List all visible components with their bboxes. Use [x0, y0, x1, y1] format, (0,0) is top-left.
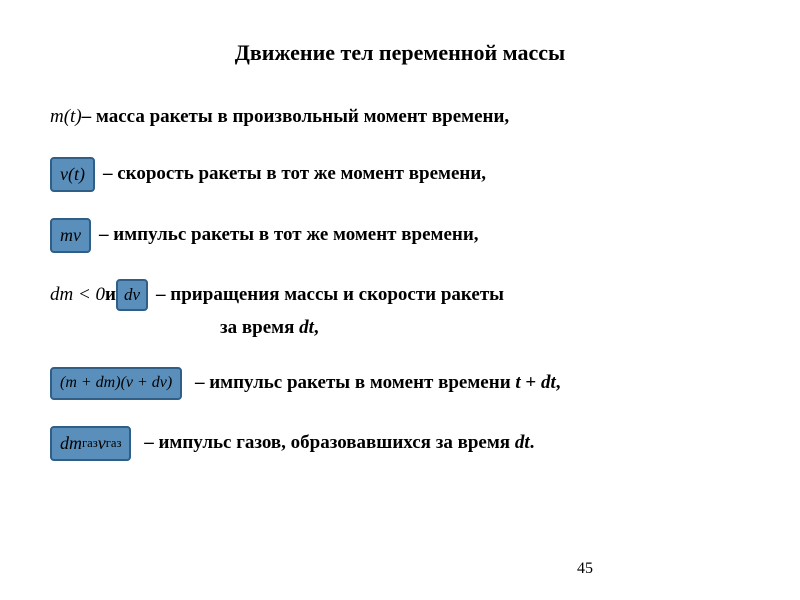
- text-dt-prefix: за время: [220, 317, 299, 338]
- page-number: 45: [0, 560, 800, 578]
- definition-line-increments: dm < 0 и dv – приращения массы и скорост…: [50, 279, 750, 311]
- comma1: ,: [314, 317, 319, 338]
- box-mdmvdv: (m + dm)(v + dv): [50, 367, 182, 399]
- text-increments: – приращения массы и скорости ракеты: [156, 282, 504, 309]
- math-dm: dm < 0: [50, 282, 105, 309]
- text-mass: – масса ракеты в произвольный момент вре…: [82, 104, 510, 131]
- definition-line-momentum-tdt: (m + dm)(v + dv) – импульс ракеты в моме…: [50, 367, 750, 399]
- box-mv: mv: [50, 218, 91, 253]
- connector-and: и: [105, 282, 116, 309]
- math-mt: m(t): [50, 104, 82, 131]
- text-momentum-tdt: – импульс ракеты в момент времени t + dt…: [190, 370, 560, 397]
- box-vt: v(t): [50, 157, 95, 192]
- text-increments-2: за время dt,: [50, 315, 750, 342]
- definition-line-gas-momentum: dmгазvгаз – импульс газов, образовавшихс…: [50, 426, 750, 461]
- box-gas: dmгазvгаз: [50, 426, 131, 461]
- slide-content: Движение тел переменной массы m(t) – мас…: [0, 0, 800, 600]
- definition-line-velocity: v(t) – скорость ракеты в тот же момент в…: [50, 157, 750, 192]
- slide-title: Движение тел переменной массы: [50, 40, 750, 66]
- definition-line-momentum: mv – импульс ракеты в тот же момент врем…: [50, 218, 750, 253]
- math-dt1: dt: [299, 317, 314, 338]
- text-velocity: – скорость ракеты в тот же момент времен…: [103, 161, 486, 188]
- text-momentum: – импульс ракеты в тот же момент времени…: [99, 222, 479, 249]
- text-gas: – импульс газов, образовавшихся за время…: [139, 430, 534, 457]
- definition-line-increments-2: за время dt,: [50, 315, 750, 342]
- definition-line-mass: m(t) – масса ракеты в произвольный момен…: [50, 104, 750, 131]
- box-dv: dv: [116, 279, 148, 311]
